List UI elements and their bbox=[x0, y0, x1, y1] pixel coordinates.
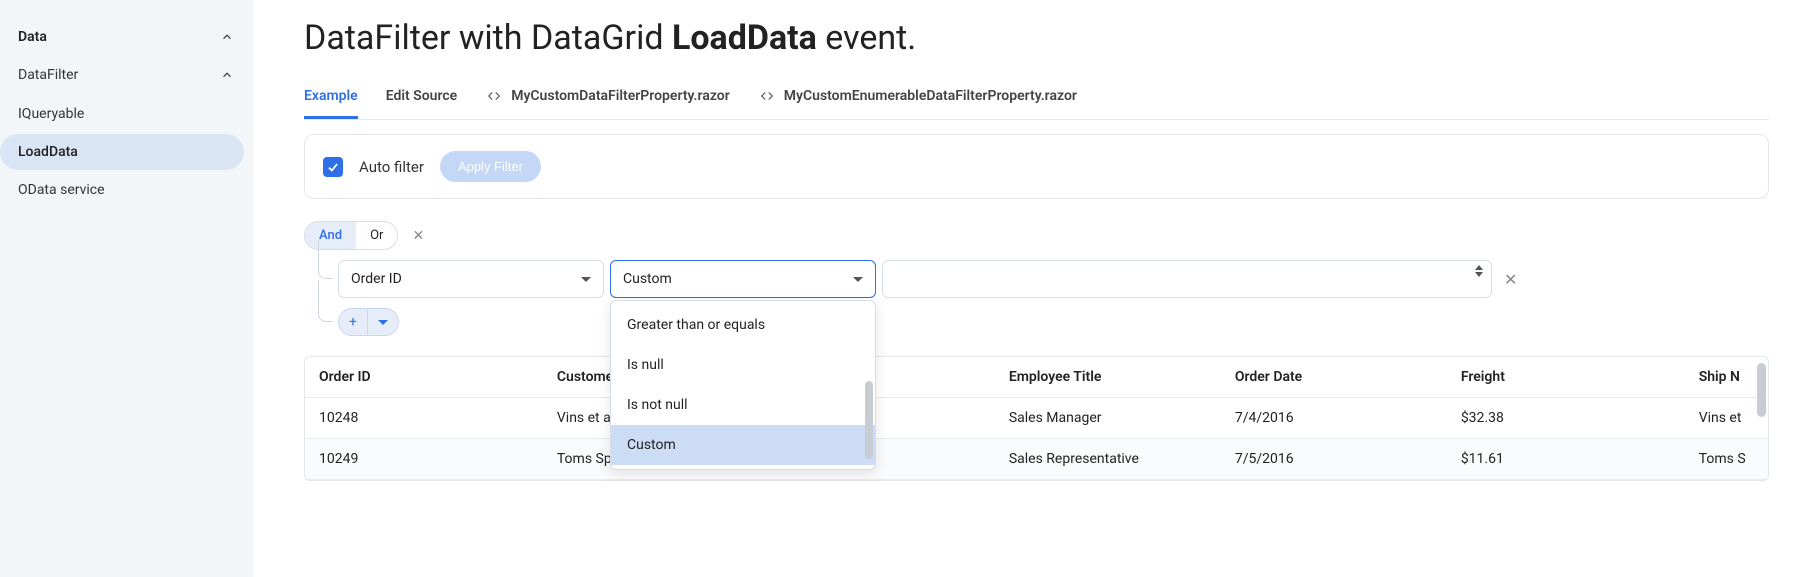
chevron-up-icon bbox=[218, 28, 236, 46]
tab-example[interactable]: Example bbox=[304, 80, 358, 119]
numeric-spinners bbox=[1475, 265, 1483, 277]
sidebar-item-loaddata[interactable]: LoadData bbox=[0, 134, 244, 170]
grid-header-row: Order ID Customer Employee Title Order D… bbox=[305, 357, 1768, 398]
sidebar-section-label: Data bbox=[18, 29, 47, 45]
col-order-date[interactable]: Order Date bbox=[1221, 357, 1447, 398]
code-icon bbox=[485, 89, 503, 103]
caret-down-icon bbox=[378, 320, 388, 325]
operator-dropdown[interactable]: Custom bbox=[610, 260, 876, 298]
cell-order-id: 10248 bbox=[305, 398, 543, 439]
col-ship-name[interactable]: Ship N bbox=[1685, 357, 1768, 398]
col-freight[interactable]: Freight bbox=[1447, 357, 1685, 398]
col-employee-title[interactable]: Employee Title bbox=[995, 357, 1221, 398]
cell-ship: Toms S bbox=[1685, 439, 1768, 480]
code-icon bbox=[758, 89, 776, 103]
filter-builder: And Or ✕ Order ID Custom Greater than or bbox=[304, 221, 1769, 336]
operator-option-selected[interactable]: Custom bbox=[611, 425, 875, 465]
spinner-down-icon[interactable] bbox=[1475, 272, 1483, 277]
table-row[interactable]: 10249 Toms Spezialität Sales Representat… bbox=[305, 439, 1768, 480]
add-filter-menu-button[interactable] bbox=[368, 309, 398, 335]
field-dropdown[interactable]: Order ID bbox=[338, 260, 604, 298]
or-segment[interactable]: Or bbox=[356, 222, 397, 249]
col-hidden bbox=[900, 357, 995, 398]
main-content: DataFilter with DataGrid LoadData event.… bbox=[254, 0, 1799, 577]
filter-row: Order ID Custom Greater than or equals I… bbox=[338, 260, 1769, 298]
operator-value: Custom bbox=[623, 271, 672, 287]
sidebar-item-odata[interactable]: OData service bbox=[0, 172, 244, 208]
add-filter-pill: + bbox=[338, 308, 399, 336]
remove-group-icon[interactable]: ✕ bbox=[408, 224, 428, 248]
cell-freight: $11.61 bbox=[1447, 439, 1685, 480]
table-row[interactable]: 10248 Vins et alcools C Sales Manager 7/… bbox=[305, 398, 1768, 439]
apply-filter-button[interactable]: Apply Filter bbox=[440, 151, 541, 182]
cell-ship: Vins et bbox=[1685, 398, 1768, 439]
auto-filter-label: Auto filter bbox=[359, 158, 424, 176]
scrollbar-thumb[interactable] bbox=[865, 381, 873, 459]
spinner-up-icon[interactable] bbox=[1475, 265, 1483, 270]
grid-scrollbar-thumb[interactable] bbox=[1757, 363, 1766, 417]
field-value: Order ID bbox=[351, 271, 402, 287]
sidebar: Data DataFilter IQueryable LoadData ODat… bbox=[0, 0, 254, 577]
tab-edit-source[interactable]: Edit Source bbox=[386, 80, 458, 119]
value-input[interactable] bbox=[882, 260, 1492, 298]
cell-emp-title: Sales Representative bbox=[995, 439, 1221, 480]
cell-freight: $32.38 bbox=[1447, 398, 1685, 439]
chevron-up-icon bbox=[218, 66, 236, 84]
col-order-id[interactable]: Order ID bbox=[305, 357, 543, 398]
filter-panel: Auto filter Apply Filter bbox=[304, 134, 1769, 199]
tabs: Example Edit Source MyCustomDataFilterPr… bbox=[304, 80, 1769, 120]
cell-order-date: 7/5/2016 bbox=[1221, 439, 1447, 480]
operator-menu: Greater than or equals Is null Is not nu… bbox=[610, 300, 876, 470]
tab-file1[interactable]: MyCustomDataFilterProperty.razor bbox=[485, 80, 730, 119]
sidebar-item-iqueryable[interactable]: IQueryable bbox=[0, 96, 244, 132]
auto-filter-checkbox[interactable] bbox=[323, 157, 343, 177]
tab-file2[interactable]: MyCustomEnumerableDataFilterProperty.raz… bbox=[758, 80, 1077, 119]
add-filter-button[interactable]: + bbox=[339, 309, 368, 335]
cell-emp-title: Sales Manager bbox=[995, 398, 1221, 439]
remove-filter-icon[interactable]: ✕ bbox=[1504, 270, 1517, 289]
caret-down-icon bbox=[581, 277, 591, 282]
operator-option[interactable]: Greater than or equals bbox=[611, 305, 875, 345]
operator-option[interactable]: Is not null bbox=[611, 385, 875, 425]
operator-option[interactable]: Is null bbox=[611, 345, 875, 385]
page-title: DataFilter with DataGrid LoadData event. bbox=[304, 18, 1769, 58]
cell-order-id: 10249 bbox=[305, 439, 543, 480]
caret-down-icon bbox=[853, 277, 863, 282]
cell-order-date: 7/4/2016 bbox=[1221, 398, 1447, 439]
sidebar-subsection-label: DataFilter bbox=[18, 67, 78, 83]
data-grid: Order ID Customer Employee Title Order D… bbox=[304, 356, 1769, 481]
sidebar-section-data[interactable]: Data bbox=[0, 18, 254, 56]
sidebar-subsection-datafilter[interactable]: DataFilter bbox=[0, 56, 254, 94]
